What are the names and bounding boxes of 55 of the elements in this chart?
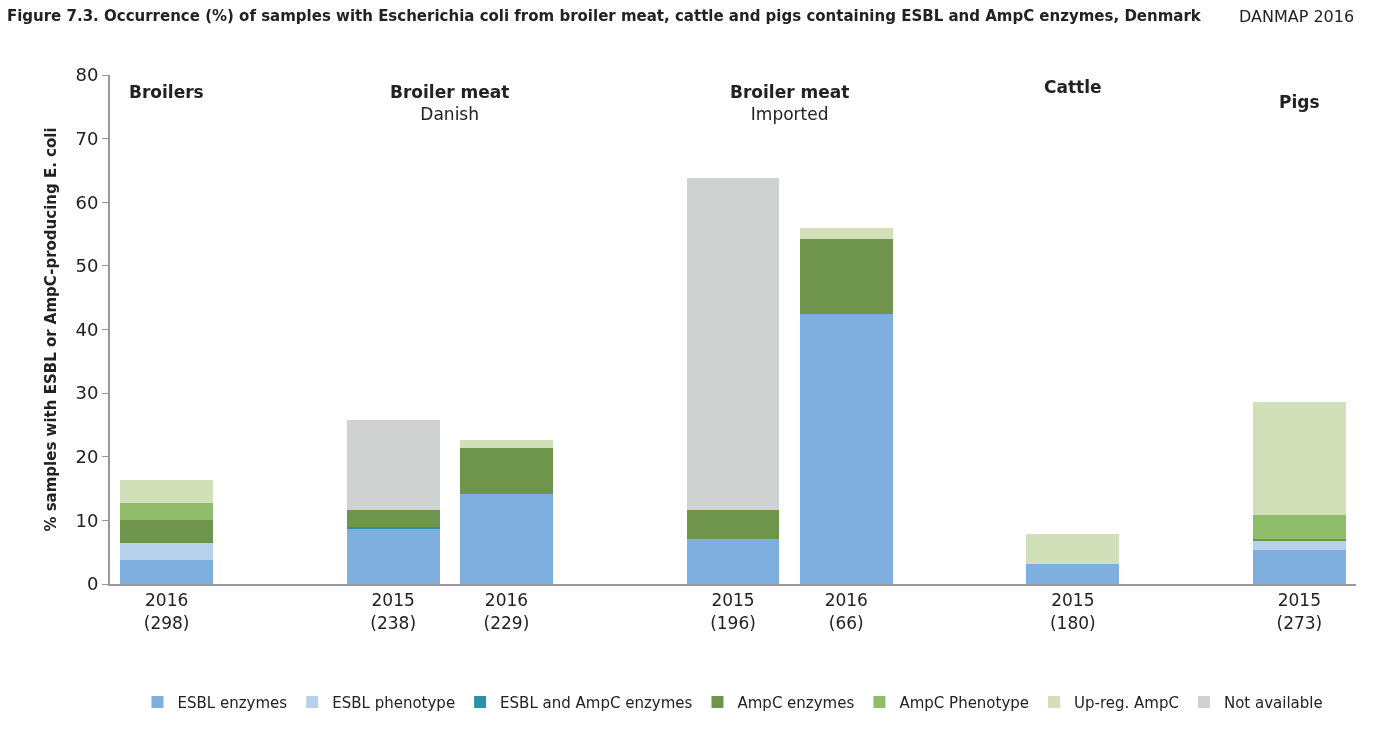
x-tick-label: 2015 (273) [1276, 590, 1323, 633]
bar [120, 559, 214, 584]
bar [799, 227, 893, 239]
y-tick-label: 60 [75, 191, 99, 213]
bar [1252, 538, 1346, 541]
bar [1252, 515, 1346, 539]
bar [686, 510, 780, 539]
y-axis-title: % samples with ESBL or AmpC-producing E. coli [42, 127, 61, 532]
bar [346, 509, 440, 527]
y-tick-label: 50 [75, 255, 99, 277]
y-tick-label: 10 [75, 509, 99, 531]
chart-title: Figure 7.3. Occurrence (%) of samples with Escherichia coli from broiler meat, cattle and pigs containing ESBL and AmpC enzymes, Denmark [6, 7, 1202, 26]
bar [1252, 550, 1346, 584]
legend-label: AmpC Phenotype [899, 693, 1030, 712]
annotation: Broiler meat Danish [390, 82, 510, 125]
bar [460, 439, 553, 449]
x-tick-label: 2016 (298) [143, 590, 190, 633]
bar [460, 493, 553, 584]
bar [120, 543, 214, 560]
bar [686, 178, 780, 511]
y-tick-label: 70 [75, 127, 99, 149]
bar [799, 314, 893, 584]
y-tick-label: 0 [86, 573, 99, 595]
annotation: Broilers [129, 82, 204, 102]
annotation: Cattle [1044, 77, 1102, 97]
bar [120, 503, 214, 520]
bar [1026, 564, 1120, 584]
annotation: Broiler meat Imported [730, 82, 850, 125]
bar [1252, 540, 1346, 551]
bar [346, 420, 440, 510]
x-tick-label: 2015 (180) [1049, 590, 1096, 633]
legend-label: ESBL phenotype [332, 693, 456, 712]
bar [460, 448, 553, 494]
bar [799, 238, 893, 315]
bar [686, 538, 780, 584]
bar [120, 479, 214, 504]
x-tick-label: 2016 (229) [483, 590, 530, 633]
text: DANMAP 2016 [1239, 7, 1355, 26]
bar [120, 519, 214, 544]
x-tick-label: 2016 (66) [824, 590, 868, 633]
y-tick-label: 20 [75, 446, 99, 468]
legend-label: AmpC enzymes [737, 693, 855, 712]
bar [1252, 402, 1346, 516]
bar [346, 528, 440, 584]
x-tick-label: 2015 (196) [710, 590, 756, 633]
legend-label: Not available [1223, 693, 1323, 712]
y-tick-label: 30 [75, 382, 99, 404]
x-tick-label: 2015 (238) [370, 590, 417, 633]
legend-label: ESBL enzymes [177, 693, 288, 712]
y-tick-label: 80 [75, 64, 99, 86]
legend-label: ESBL and AmpC enzymes [500, 693, 693, 712]
legend-label: Up-reg. AmpC [1074, 693, 1179, 712]
annotation: Pigs [1279, 92, 1320, 112]
y-tick-label: 40 [75, 318, 99, 340]
bar [1026, 534, 1120, 565]
